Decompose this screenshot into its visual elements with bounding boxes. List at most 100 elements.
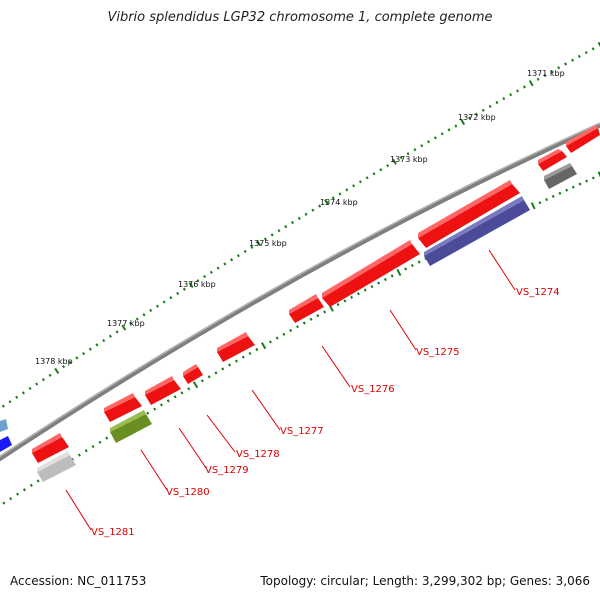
minor-tick (338, 192, 342, 196)
minor-tick (36, 479, 40, 483)
minor-tick (91, 444, 95, 449)
gene-feature-vs1274-red[interactable] (418, 180, 520, 248)
minor-tick (173, 395, 177, 399)
minor-tick (488, 104, 492, 108)
major-tick (597, 171, 600, 178)
gene-labels: VS_1274 VS_1275 VS_1276 VS_1277 VS_1278 … (91, 287, 560, 538)
gene-feature-vs1280-green[interactable] (110, 410, 152, 443)
minor-tick (16, 492, 20, 496)
minor-tick (196, 279, 200, 283)
minor-tick (433, 136, 437, 140)
minor-tick (105, 436, 109, 440)
minor-tick (221, 367, 225, 371)
minor-tick (41, 378, 45, 382)
gene-feature-left-blue[interactable] (0, 436, 12, 452)
accession-text: Accession: NC_011753 (10, 574, 147, 588)
major-tick (188, 281, 194, 289)
gene-feature-vs1278[interactable] (183, 364, 203, 384)
minor-tick (159, 403, 163, 407)
minor-tick (323, 310, 327, 314)
minor-tick (243, 249, 247, 254)
gene-label-vs1279[interactable]: VS_1279 (205, 465, 249, 476)
gene-feature[interactable] (566, 125, 600, 153)
minor-tick (406, 152, 410, 156)
minor-tick (268, 340, 272, 344)
major-tick (54, 367, 60, 374)
kbp-label-1372: 1372 kbp (458, 113, 496, 122)
minor-tick (98, 440, 102, 444)
gene-label-vs1281[interactable]: VS_1281 (91, 527, 135, 538)
minor-tick (236, 254, 240, 258)
minor-tick (82, 351, 86, 356)
minor-tick (250, 245, 254, 249)
gene-feature-vs1280-red[interactable] (104, 393, 142, 422)
minor-tick (358, 180, 362, 184)
kbp-label-1373: 1373 kbp (390, 155, 428, 164)
leader-vs1278 (206, 414, 236, 453)
minor-tick (234, 359, 238, 363)
outer-tick-ring (1, 41, 600, 408)
gene-feature-vs1279[interactable] (145, 376, 181, 405)
minor-tick (379, 168, 383, 172)
minor-tick (447, 128, 451, 132)
minor-tick (454, 124, 458, 128)
minor-tick (277, 229, 281, 233)
gene-label-vs1278[interactable]: VS_1278 (236, 449, 280, 460)
minor-tick (180, 391, 184, 395)
gene-label-vs1277[interactable]: VS_1277 (280, 426, 324, 437)
minor-tick (363, 288, 367, 292)
minor-tick (169, 296, 173, 300)
major-tick (460, 118, 466, 126)
map-title: Vibrio splendidus LGP32 chromosome 1, co… (107, 10, 493, 25)
minor-tick (88, 347, 92, 351)
minor-tick (187, 387, 191, 391)
minor-tick (318, 204, 322, 208)
minor-tick (571, 58, 574, 62)
minor-tick (176, 291, 180, 296)
gene-label-vs1275[interactable]: VS_1275 (416, 347, 460, 358)
kbp-label-1374: 1374 kbp (320, 198, 358, 207)
minor-tick (35, 382, 39, 386)
minor-tick (15, 395, 19, 399)
minor-tick (48, 373, 52, 377)
gene-feature-left-lightblue[interactable] (0, 419, 8, 432)
gene-feature-vs1277[interactable] (217, 332, 255, 362)
minor-tick (302, 321, 306, 325)
gene-feature-vs1281-red[interactable] (32, 433, 69, 463)
minor-tick (146, 411, 150, 415)
minor-tick (22, 488, 26, 492)
leader-vs1277 (251, 389, 281, 431)
kbp-label-1376: 1376 kbp (178, 280, 216, 289)
gene-feature-vs1276[interactable] (289, 294, 324, 323)
minor-tick (228, 363, 232, 367)
gene-feature-vs1274-blue[interactable] (424, 196, 530, 266)
gene-label-vs1274[interactable]: VS_1274 (516, 287, 560, 298)
gene-feature-vs1275[interactable] (322, 240, 420, 307)
minor-tick (372, 172, 376, 176)
minor-tick (162, 300, 166, 304)
minor-tick (420, 144, 424, 148)
gene-label-vs1276[interactable]: VS_1276 (351, 384, 395, 395)
minor-tick (502, 97, 506, 101)
major-tick (324, 198, 329, 206)
minor-tick (584, 51, 588, 55)
minor-tick (84, 449, 88, 453)
gene-feature[interactable] (544, 163, 577, 189)
minor-tick (495, 100, 499, 105)
minor-tick (68, 360, 72, 364)
leader-vs1275 (389, 309, 417, 351)
gene-label-vs1280[interactable]: VS_1280 (166, 487, 210, 498)
minor-tick (468, 116, 472, 120)
gene-feature[interactable] (538, 149, 567, 171)
major-tick (256, 240, 262, 247)
minor-tick (550, 70, 554, 74)
kbp-label-1371: 1371 kbp (527, 69, 565, 78)
minor-tick (223, 262, 227, 266)
minor-tick (129, 321, 133, 325)
minor-tick (216, 266, 220, 270)
minor-tick (135, 317, 139, 321)
minor-tick (440, 132, 444, 136)
minor-tick (522, 85, 526, 89)
gene-feature-vs1281-gray[interactable] (37, 451, 76, 482)
